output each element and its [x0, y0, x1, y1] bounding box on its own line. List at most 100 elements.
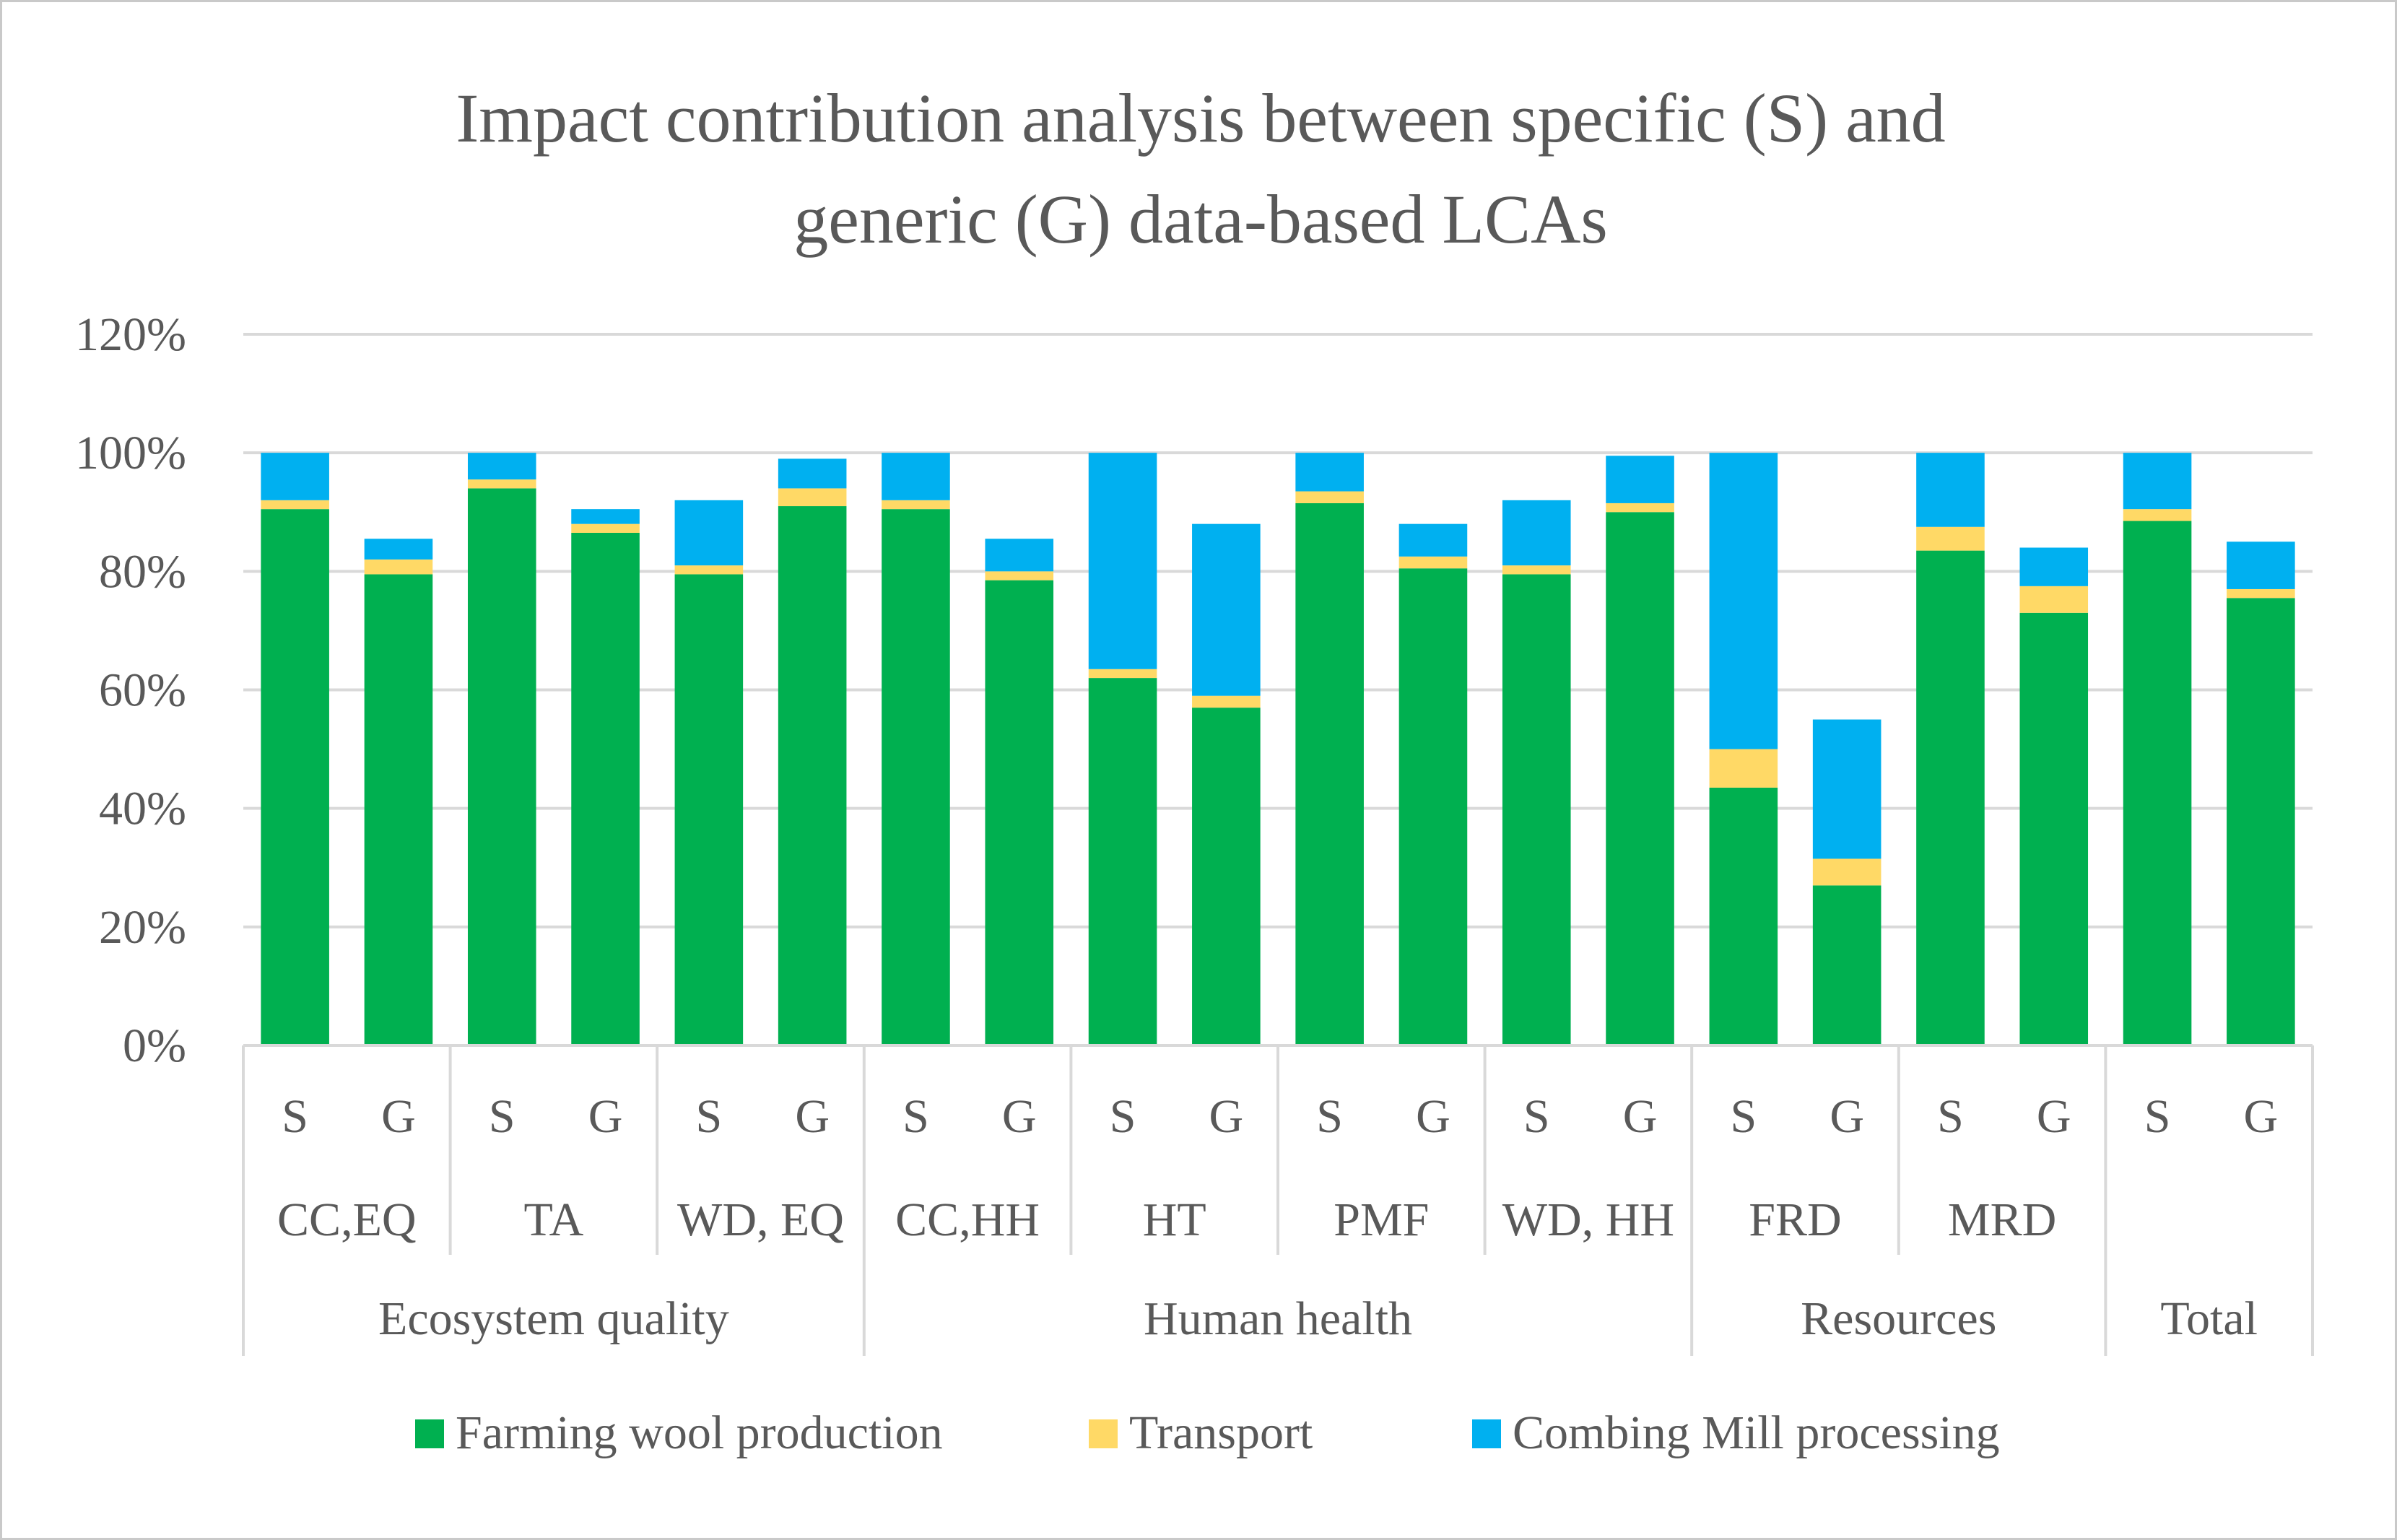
bar-transport-10	[1295, 491, 1364, 503]
bar-label: S	[695, 1090, 722, 1143]
bar-farming-1	[364, 574, 433, 1045]
bar-farming-5	[778, 506, 847, 1045]
bar-transport-3	[571, 523, 640, 533]
bar-label: G	[381, 1090, 416, 1143]
bar-combing-6	[882, 453, 950, 500]
y-tick-label: 20%	[99, 901, 186, 954]
bar-farming-17	[2019, 612, 2089, 1045]
bar-transport-4	[674, 565, 744, 575]
subgroup-label: CC,HH	[895, 1193, 1040, 1246]
bar-combing-3	[571, 509, 640, 524]
bars	[261, 453, 2295, 1045]
bar-combing-15	[1812, 719, 1882, 859]
bar-combing-8	[1088, 453, 1157, 669]
bar-label: S	[2144, 1090, 2171, 1143]
subgroup-label: WD, EQ	[677, 1193, 844, 1246]
subgroup-label: MRD	[1948, 1193, 2056, 1246]
y-tick-label: 40%	[99, 783, 186, 835]
bar-farming-8	[1088, 678, 1157, 1045]
bar-transport-19	[2227, 588, 2295, 599]
group-label: Resources	[1801, 1292, 1996, 1345]
bar-combing-10	[1295, 453, 1364, 492]
bar-combing-9	[1192, 523, 1261, 696]
subgroup-label: HT	[1143, 1193, 1206, 1246]
bar-transport-2	[467, 479, 536, 489]
bar-farming-6	[882, 509, 950, 1045]
bar-combing-7	[985, 539, 1054, 572]
bar-farming-9	[1192, 708, 1261, 1045]
bar-combing-5	[778, 458, 847, 489]
bar-farming-3	[571, 532, 640, 1045]
bar-label: G	[1002, 1090, 1037, 1143]
bar-farming-10	[1295, 503, 1364, 1045]
chart-title-line-2: generic (G) data-based LCAs	[793, 180, 1608, 258]
bar-label: S	[1110, 1090, 1136, 1143]
bar-combing-18	[2123, 453, 2192, 510]
bar-combing-11	[1398, 523, 1468, 557]
subgroup-label: PMF	[1334, 1193, 1429, 1246]
bar-transport-11	[1398, 556, 1468, 569]
bar-farming-13	[1606, 512, 1674, 1045]
bar-farming-12	[1502, 574, 1571, 1045]
bar-transport-5	[778, 488, 847, 507]
legend-swatch	[415, 1419, 444, 1448]
bar-label: G	[2037, 1090, 2071, 1143]
bar-transport-12	[1502, 565, 1571, 575]
bar-combing-13	[1606, 456, 1674, 503]
bar-label: G	[1830, 1090, 1864, 1143]
bar-transport-18	[2123, 509, 2192, 521]
group-label: Human health	[1144, 1292, 1412, 1345]
y-tick-label: 100%	[75, 427, 186, 479]
bar-transport-6	[882, 500, 950, 510]
bar-farming-18	[2123, 521, 2192, 1045]
legend-label: Transport	[1129, 1406, 1313, 1459]
bar-combing-0	[261, 453, 329, 500]
bar-transport-13	[1606, 503, 1674, 513]
bar-label: G	[2244, 1090, 2279, 1143]
bar-combing-2	[467, 453, 536, 480]
subgroup-label: CC,EQ	[277, 1193, 417, 1246]
bar-label: G	[1209, 1090, 1244, 1143]
bar-transport-16	[1916, 526, 1985, 551]
bar-farming-0	[261, 509, 329, 1045]
bar-farming-4	[674, 574, 744, 1045]
y-axis-ticks: 0% 20% 40% 60% 80% 100% 120%	[75, 308, 186, 1072]
group-label: Ecosystem quality	[378, 1292, 729, 1345]
bar-transport-0	[261, 500, 329, 510]
bar-farming-14	[1709, 787, 1778, 1045]
bar-label: S	[1316, 1090, 1343, 1143]
legend-swatch	[1089, 1419, 1118, 1448]
subgroup-label: WD, HH	[1502, 1193, 1674, 1246]
bar-label: G	[795, 1090, 830, 1143]
chart-title-line-1: Impact contribution analysis between spe…	[456, 79, 1945, 157]
y-tick-label: 80%	[99, 545, 186, 598]
bar-farming-19	[2227, 598, 2295, 1045]
subgroup-label: TA	[524, 1193, 584, 1246]
bar-label: S	[282, 1090, 308, 1143]
bar-combing-1	[364, 539, 433, 560]
bar-combing-17	[2019, 547, 2089, 586]
bar-label: S	[1523, 1090, 1550, 1143]
y-tick-label: 60%	[99, 664, 186, 717]
bar-combing-16	[1916, 453, 1985, 527]
y-tick-label: 0%	[123, 1019, 186, 1072]
legend-label: Farming wool production	[456, 1406, 943, 1459]
bar-combing-19	[2227, 541, 2295, 589]
bar-farming-15	[1812, 885, 1882, 1045]
group-label: Total	[2160, 1292, 2258, 1345]
bar-transport-15	[1812, 858, 1882, 886]
bar-combing-4	[674, 500, 744, 566]
bar-label: G	[1623, 1090, 1658, 1143]
bar-transport-9	[1192, 695, 1261, 708]
bar-label: S	[489, 1090, 515, 1143]
legend-swatch	[1472, 1419, 1501, 1448]
bar-combing-14	[1709, 453, 1778, 749]
bar-transport-8	[1088, 669, 1157, 679]
bar-transport-17	[2019, 586, 2089, 613]
category-axis: S G S G S G S G S G S G S G S G S G S G CC,EQ TA WD, EQ Ecosyst…	[242, 1044, 2314, 1356]
bar-farming-16	[1916, 550, 1985, 1045]
legend: Farming wool production Transport Combing …	[415, 1406, 2000, 1459]
bar-farming-7	[985, 580, 1054, 1045]
